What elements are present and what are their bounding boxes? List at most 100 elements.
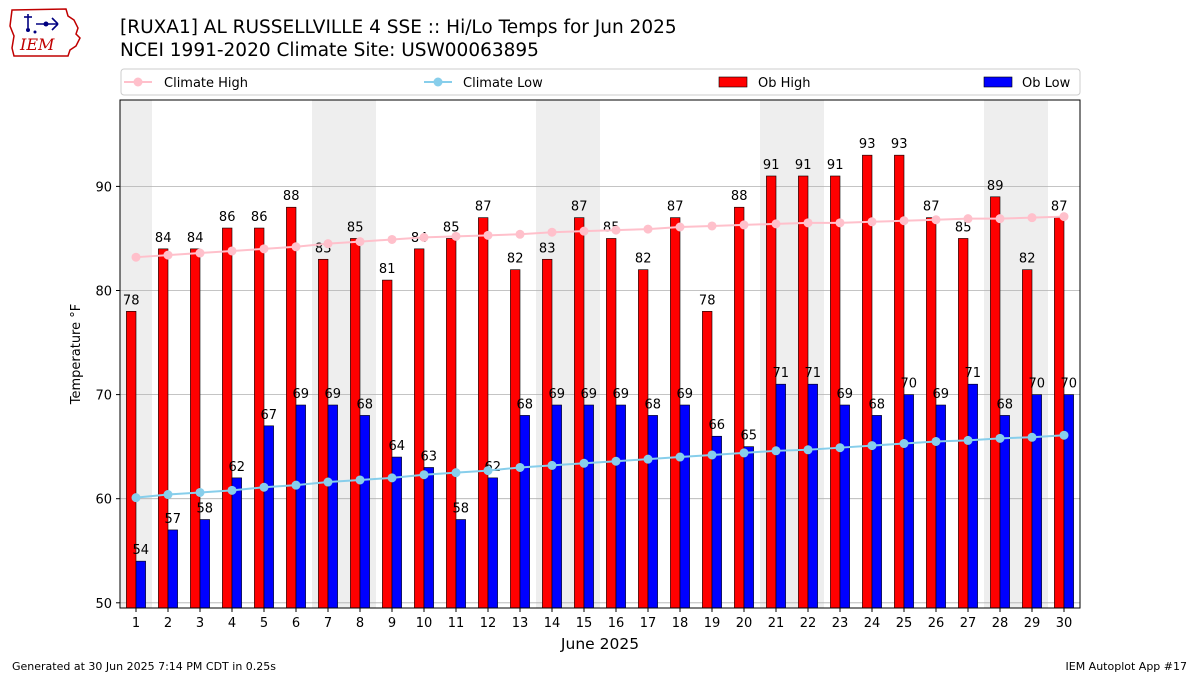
ob-high-label: 87: [1051, 200, 1068, 215]
ob-high-label: 91: [827, 158, 844, 173]
ob-low-bar: [551, 404, 562, 609]
climate-high-point: [451, 231, 461, 241]
ob-low-bar: [807, 383, 818, 609]
ob-low-label: 68: [517, 397, 534, 412]
climate-high-point: [1059, 212, 1069, 222]
iem-logo: IEM: [9, 8, 81, 57]
x-tick-label: 27: [960, 616, 977, 631]
ob-low-bar: [743, 446, 754, 609]
ob-low-bar: [1031, 394, 1042, 609]
ob-high-label: 93: [859, 137, 876, 152]
ob-low-label: 67: [261, 408, 278, 423]
x-tick-label: 4: [228, 616, 236, 631]
ob-low-bar: [647, 415, 658, 609]
x-tick-label: 10: [416, 616, 433, 631]
ob-low-label: 69: [677, 387, 694, 402]
footer-app: IEM Autoplot App #17: [1065, 660, 1188, 673]
ob-high-label: 85: [955, 220, 972, 235]
ob-low-label: 69: [325, 387, 342, 402]
ob-low-label: 70: [1061, 377, 1078, 392]
x-tick-label: 14: [544, 616, 561, 631]
ob-high-label: 78: [123, 293, 140, 308]
ob-low-bar: [679, 404, 690, 609]
ob-low-label: 65: [741, 429, 758, 444]
ob-high-label: 93: [891, 137, 908, 152]
ob-low-bar: [583, 404, 594, 609]
climate-high-point: [739, 220, 749, 230]
ob-low-bar: [711, 435, 722, 609]
climate-high-line: [135, 215, 1065, 259]
ob-high-bar: [446, 238, 457, 609]
ob-low-label: 62: [229, 460, 246, 475]
ob-high-label: 81: [379, 262, 396, 277]
x-tick-label: 26: [928, 616, 945, 631]
ob-high-bar: [606, 238, 617, 609]
climate-high-point: [611, 225, 621, 235]
ob-low-bar: [135, 560, 146, 609]
x-tick-label: 24: [864, 616, 881, 631]
ob-low-label: 58: [197, 502, 214, 517]
ob-high-label: 87: [923, 200, 940, 215]
ob-high-label: 89: [987, 179, 1004, 194]
legend: Climate High Climate Low Ob High Ob Low: [120, 68, 1081, 96]
x-tick-label: 29: [1024, 616, 1041, 631]
climate-high-point: [867, 217, 877, 227]
ob-high-label: 84: [155, 231, 172, 246]
x-tick-label: 9: [388, 616, 396, 631]
ob-low-label: 54: [133, 543, 150, 558]
ob-low-label: 68: [997, 397, 1014, 412]
ob-low-label: 71: [773, 366, 790, 381]
climate-low-point: [163, 490, 173, 500]
climate-low-point: [867, 441, 877, 451]
x-tick-label: 16: [608, 616, 625, 631]
ob-high-label: 86: [251, 210, 268, 225]
ob-low-label: 58: [453, 502, 470, 517]
y-tick-label: 50: [95, 597, 112, 612]
footer-generated: Generated at 30 Jun 2025 7:14 PM CDT in …: [12, 660, 277, 673]
ob-low-bar: [455, 519, 466, 609]
ob-low-bar: [775, 383, 786, 609]
chart-title: [RUXA1] AL RUSSELLVILLE 4 SSE :: Hi/Lo T…: [120, 17, 677, 38]
ob-low-label: 71: [965, 366, 982, 381]
ob-low-bar: [903, 394, 914, 609]
climate-low-point: [611, 456, 621, 466]
ob-low-bar: [839, 404, 850, 609]
climate-high-point: [803, 218, 813, 228]
ob-high-bar: [1054, 217, 1065, 609]
ob-high-bar: [478, 217, 489, 609]
climate-high-point: [643, 224, 653, 234]
ob-low-label: 69: [613, 387, 630, 402]
ob-low-bar: [359, 415, 370, 609]
ob-low-label: 69: [933, 387, 950, 402]
climate-low-point: [963, 435, 973, 445]
climate-high-point: [963, 214, 973, 224]
climate-low-point: [131, 493, 141, 503]
x-tick-label: 13: [512, 616, 529, 631]
x-tick-label: 15: [576, 616, 593, 631]
ob-high-label: 85: [347, 220, 364, 235]
ob-low-label: 68: [357, 397, 374, 412]
ob-low-label: 66: [709, 418, 726, 433]
x-tick-label: 11: [448, 616, 465, 631]
ob-high-bar: [638, 269, 649, 609]
ob-low-label: 68: [869, 397, 886, 412]
legend-climate-high-label: Climate High: [164, 76, 248, 91]
climate-high-point: [131, 252, 141, 262]
ob-low-label: 68: [645, 397, 662, 412]
x-tick-label: 3: [196, 616, 204, 631]
ob-low-bar: [487, 477, 498, 609]
x-tick-label: 6: [292, 616, 300, 631]
ob-high-label: 84: [187, 231, 204, 246]
climate-high-point: [291, 242, 301, 252]
climate-high-point: [259, 244, 269, 254]
climate-low-point: [835, 443, 845, 453]
x-tick-label: 5: [260, 616, 268, 631]
y-tick-label: 80: [95, 285, 112, 300]
climate-high-point: [227, 246, 237, 256]
climate-low-point: [483, 466, 493, 476]
climate-high-point: [195, 248, 205, 258]
climate-low-point: [515, 462, 525, 472]
ob-high-label: 91: [795, 158, 812, 173]
ob-high-label: 88: [731, 189, 748, 204]
